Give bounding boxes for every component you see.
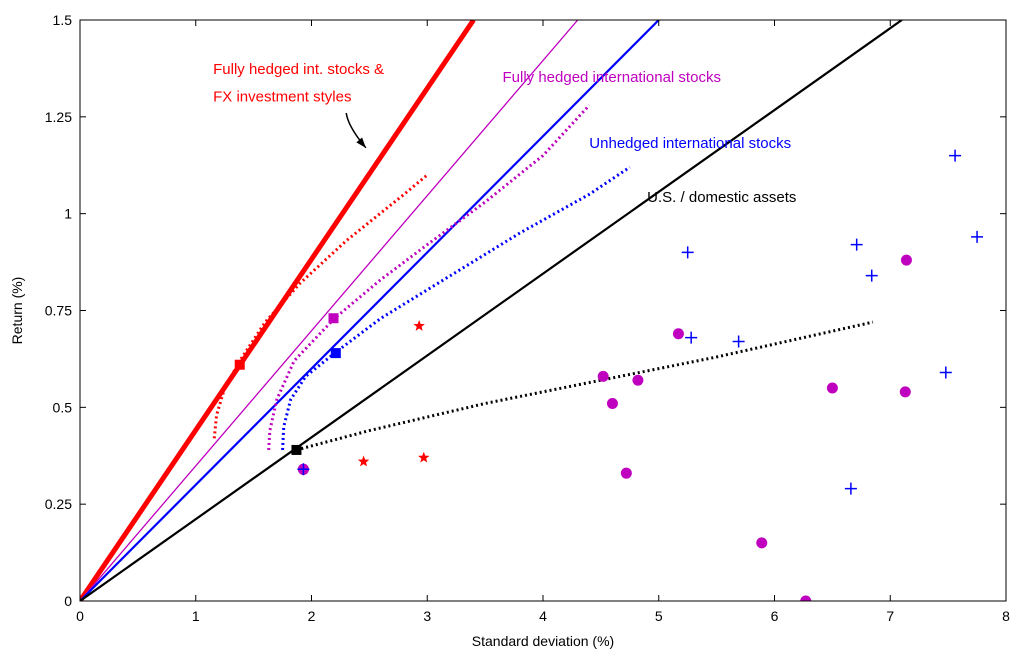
asset-circle-marker	[900, 254, 912, 266]
y-tick-label: 1	[64, 206, 72, 222]
annotation-label: FX investment styles	[213, 88, 351, 105]
portfolio-square-marker	[234, 359, 245, 370]
asset-plus-marker	[865, 269, 878, 282]
annotation-label: Unhedged international stocks	[589, 135, 791, 152]
asset-plus-marker	[971, 230, 984, 243]
annotations: Fully hedged int. stocks & FX investment …	[213, 61, 796, 206]
asset-circle-marker	[800, 595, 812, 601]
plot-area	[80, 20, 984, 601]
y-tick-label: 0.25	[45, 496, 72, 512]
x-tick-label: 5	[655, 608, 663, 624]
asset-circle-marker	[606, 397, 618, 409]
y-axis-label: Return (%)	[9, 277, 25, 345]
portfolio-square-marker	[291, 444, 302, 455]
y-tick-label: 1.5	[53, 12, 73, 28]
asset-circle-marker	[756, 537, 768, 549]
asset-plus-marker	[297, 463, 310, 476]
asset-plus-marker	[681, 246, 694, 259]
capital-market-line	[80, 20, 903, 601]
y-tick-label: 1.25	[45, 109, 72, 125]
asset-plus-marker	[850, 238, 863, 251]
annotation-label: Fully hedged international stocks	[502, 69, 720, 86]
asset-star-marker	[413, 319, 425, 331]
annotation-label: U.S. / domestic assets	[647, 189, 796, 206]
asset-circle-marker	[632, 374, 644, 386]
asset-star-marker	[357, 455, 370, 467]
y-tick-label: 0.75	[45, 303, 72, 319]
x-tick-label: 2	[308, 608, 316, 624]
asset-circle-marker	[620, 467, 632, 479]
x-tick-label: 8	[1002, 608, 1010, 624]
y-tick-label: 0	[64, 593, 72, 609]
x-tick-label: 0	[76, 608, 84, 624]
portfolio-square-marker	[330, 348, 341, 359]
asset-circle-marker	[672, 328, 684, 340]
asset-plus-marker	[844, 482, 857, 495]
portfolio-square-marker	[328, 313, 339, 324]
x-tick-label: 7	[886, 608, 894, 624]
asset-circle-marker	[899, 386, 911, 398]
x-tick-label: 3	[423, 608, 431, 624]
capital-market-line	[80, 20, 579, 601]
x-tick-label: 1	[192, 608, 200, 624]
x-tick-label: 6	[771, 608, 779, 624]
asset-circle-marker	[826, 382, 838, 394]
asset-circle-marker	[597, 370, 609, 382]
asset-plus-marker	[939, 366, 952, 379]
x-tick-label: 4	[539, 608, 547, 624]
capital-market-line	[80, 20, 660, 601]
asset-plus-marker	[732, 335, 745, 348]
asset-star-marker	[418, 451, 430, 463]
frontier-curve	[267, 104, 591, 451]
annotation-label: Fully hedged int. stocks &	[213, 61, 384, 78]
asset-plus-marker	[685, 331, 698, 344]
asset-plus-marker	[949, 149, 962, 162]
frontier-curve	[281, 165, 631, 451]
x-axis: 0 1 2 3 4 5 6 7 8	[76, 20, 1010, 624]
y-tick-label: 0.5	[53, 399, 73, 415]
x-axis-label: Standard deviation (%)	[472, 633, 614, 649]
arrow-head-icon	[356, 137, 366, 148]
y-axis: 0 0.25 0.5 0.75 1 1.25 1.5	[45, 12, 1006, 609]
